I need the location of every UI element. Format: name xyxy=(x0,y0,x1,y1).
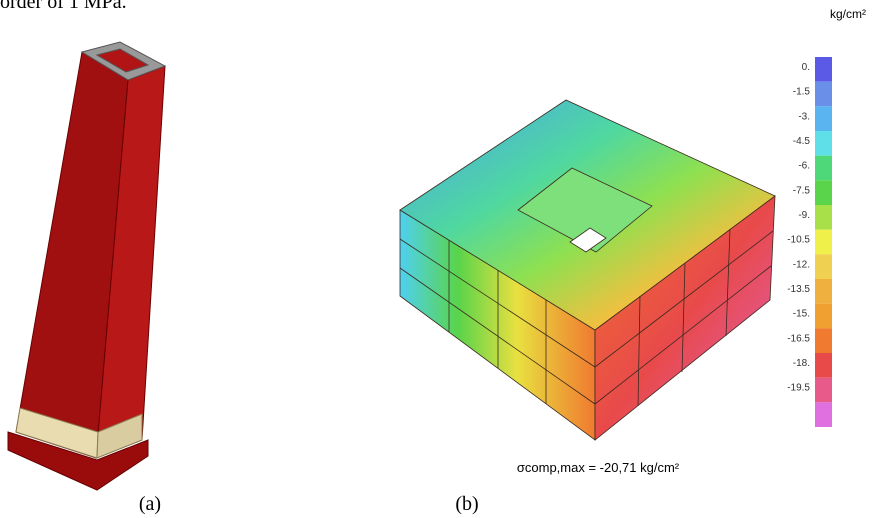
color-swatch xyxy=(815,279,832,304)
color-swatch xyxy=(815,254,832,279)
color-swatch xyxy=(815,180,832,205)
legend-label: -19.5 xyxy=(787,383,810,394)
legend-unit: kg/cm² xyxy=(830,7,866,21)
legend-label: -9. xyxy=(798,210,810,221)
legend-label: -12. xyxy=(793,259,810,270)
color-swatch xyxy=(815,230,832,255)
legend-label: -16.5 xyxy=(787,333,810,344)
caption-formula: σcomp,max = -20,71 kg/cm² xyxy=(517,460,680,475)
legend-label: -15. xyxy=(793,309,810,320)
color-swatch xyxy=(815,106,832,131)
legend-label: -18. xyxy=(793,358,810,369)
color-swatch xyxy=(815,156,832,181)
color-swatch xyxy=(815,402,832,427)
header-text: order of 1 MPa. xyxy=(0,0,127,13)
legend-label: -10.5 xyxy=(787,235,810,246)
figure: order of 1 MPa. kg/cm² 0. -1.5 -3. -4.5 -6. -… xyxy=(0,0,877,518)
legend-label: -1.5 xyxy=(793,87,811,98)
color-swatch xyxy=(815,304,832,329)
legend-label: -13.5 xyxy=(787,284,810,295)
stress-block xyxy=(400,100,775,440)
legend-label: -3. xyxy=(798,111,810,122)
color-swatch xyxy=(815,82,832,107)
colorbar: 0. -1.5 -3. -4.5 -6. -7.5 -9. -10.5 -12. -13.5 -15… xyxy=(787,57,832,427)
color-swatch xyxy=(815,57,832,82)
color-swatch xyxy=(815,328,832,353)
panel-label: (a) xyxy=(139,493,161,515)
color-swatch xyxy=(815,378,832,403)
legend-label: -4.5 xyxy=(793,136,811,147)
color-swatch xyxy=(815,353,832,378)
color-swatch xyxy=(815,131,832,156)
legend-label: 0. xyxy=(802,62,810,73)
color-swatch xyxy=(815,205,832,230)
tower xyxy=(8,42,165,490)
legend-label: -6. xyxy=(798,161,810,172)
legend-label: -7.5 xyxy=(793,185,811,196)
panel-label: (b) xyxy=(455,493,478,515)
